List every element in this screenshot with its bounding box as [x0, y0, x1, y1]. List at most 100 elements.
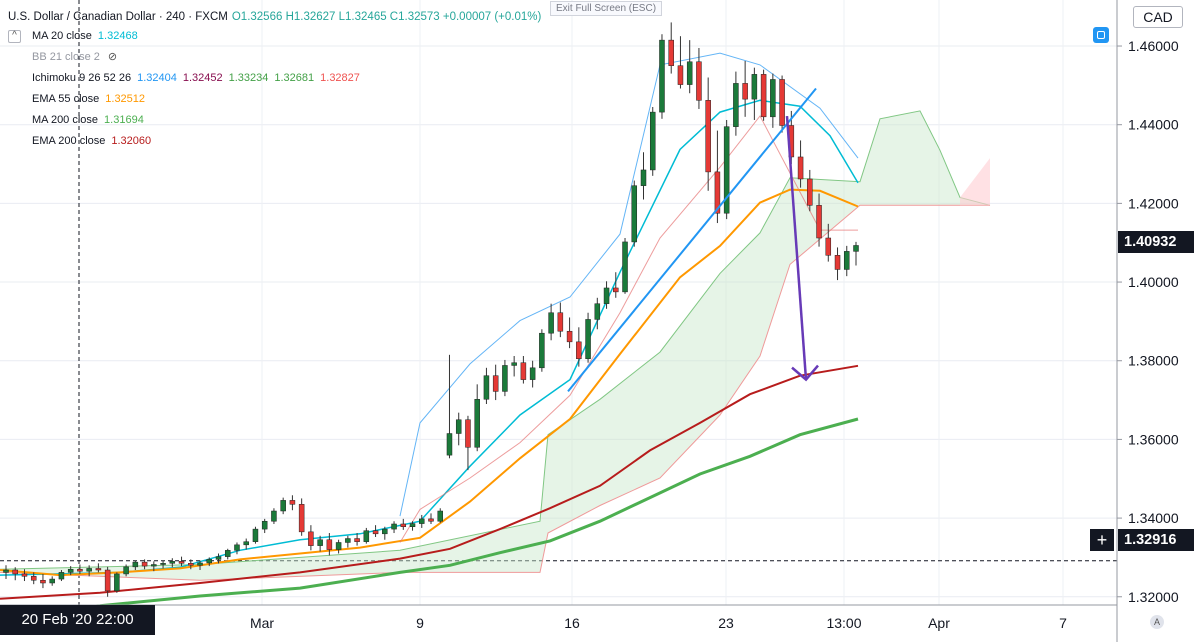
cloud-fill-bear: [960, 158, 990, 206]
candle-body: [252, 528, 259, 542]
auto-scale-icon[interactable]: A: [1150, 615, 1164, 629]
time-tick-label: Mar: [250, 615, 274, 631]
candle-body: [631, 185, 638, 243]
crosshair-price-label: 1.32916: [1118, 529, 1194, 551]
candle-body: [557, 312, 564, 332]
target-arrow: [785, 115, 808, 380]
candle-body: [428, 518, 434, 522]
currency-label[interactable]: CAD: [1133, 6, 1183, 28]
candle-body: [104, 569, 111, 592]
indicator-name: BB 21 close 2: [32, 51, 100, 63]
indicator-value: 1.32827: [320, 72, 360, 84]
crosshair-plus-icon[interactable]: +: [1090, 529, 1114, 551]
candles: [3, 22, 859, 597]
candle-body: [3, 569, 9, 573]
candle-body: [760, 74, 767, 118]
candle-body: [770, 79, 776, 118]
candle-body: [622, 241, 628, 293]
candle-body: [529, 367, 536, 380]
candle-body: [363, 530, 370, 542]
indicator-name: MA 200 close: [32, 114, 99, 126]
candle-body: [686, 61, 693, 85]
time-tick-label: 13:00: [826, 615, 861, 631]
candle-body: [714, 171, 721, 214]
candle-body: [197, 562, 203, 566]
indicator-name: MA 20 close: [32, 30, 92, 42]
legend-indicator-row[interactable]: BB 21 close 2 ⊘: [8, 47, 541, 68]
price-tick-label: 1.44000: [1128, 117, 1179, 133]
candle-body: [345, 538, 351, 543]
last-price-label: 1.40932: [1118, 231, 1194, 253]
time-tick-label: 23: [718, 615, 734, 631]
candle-body: [446, 433, 453, 456]
candle-body: [548, 312, 554, 334]
candle-body: [206, 559, 213, 564]
price-tick-label: 1.34000: [1128, 510, 1179, 526]
time-axis[interactable]: Mar 9 16 23 13:00 Apr 7: [250, 615, 1067, 631]
candle-body: [132, 561, 139, 568]
candle-body: [779, 79, 785, 126]
candle-body: [114, 573, 120, 592]
line-ema-55-close: [0, 188, 859, 577]
candle-body: [409, 523, 416, 527]
price-tick-label: 1.36000: [1128, 431, 1179, 447]
candle-body: [224, 550, 231, 557]
candle-body: [603, 287, 610, 304]
indicator-value: 1.32512: [105, 93, 146, 105]
symbol-title: U.S. Dollar / Canadian Dollar · 240 · FX…: [8, 11, 228, 23]
candle-body: [733, 83, 739, 127]
candle-body: [58, 572, 65, 580]
target-arrow-head: [791, 364, 819, 382]
indicator-value: 1.32468: [97, 30, 138, 42]
candle-body: [215, 556, 222, 560]
candle-body: [160, 563, 166, 565]
trendline: [567, 87, 817, 393]
chart-grid: [0, 0, 1117, 605]
candle-body: [151, 564, 157, 567]
candle-body: [668, 39, 674, 66]
candle-body: [492, 375, 499, 392]
candle-body: [659, 39, 665, 113]
time-tick-label: 16: [564, 615, 580, 631]
senkou-span-a: [0, 110, 991, 570]
candle-body: [49, 578, 55, 584]
collapse-legend-button[interactable]: ^: [8, 30, 21, 43]
candle-body: [400, 523, 407, 527]
candle-body: [455, 419, 462, 434]
candle-body: [382, 528, 388, 535]
candle-body: [280, 500, 286, 512]
legend-indicator-row[interactable]: EMA 55 close 1.32512: [8, 89, 541, 110]
drawings[interactable]: [567, 87, 819, 393]
legend-indicator-row[interactable]: MA 20 close 1.32468: [8, 26, 541, 47]
candle-body: [169, 561, 176, 564]
candle-body: [30, 576, 37, 581]
candle-body: [317, 539, 323, 546]
candle-body: [576, 341, 582, 360]
candle-body: [649, 111, 656, 171]
candle-body: [372, 530, 379, 535]
candle-body: [511, 362, 517, 366]
candle-body: [613, 287, 619, 293]
legend-indicator-row[interactable]: MA 200 close 1.31694: [8, 110, 541, 131]
legend-indicator-row[interactable]: Ichimoku 9 26 52 26 1.32404 1.32452 1.33234…: [8, 68, 541, 89]
candle-body: [298, 504, 305, 533]
candle-body: [12, 569, 18, 575]
legend-indicator-row[interactable]: EMA 200 close 1.32060: [8, 131, 541, 152]
hidden-eye-icon[interactable]: ⊘: [107, 51, 118, 63]
candle-body: [77, 568, 83, 572]
candle-body: [21, 573, 28, 577]
exit-fullscreen-tooltip[interactable]: Exit Full Screen (ESC): [550, 1, 663, 16]
candle-body: [141, 561, 148, 567]
candle-body: [723, 126, 730, 214]
candle-body: [95, 568, 102, 571]
price-tick-label: 1.38000: [1128, 353, 1179, 369]
time-tick-label: 7: [1059, 615, 1067, 631]
indicator-value: 1.31694: [104, 114, 144, 126]
screenshot-icon[interactable]: [1093, 27, 1109, 43]
candle-body: [751, 74, 758, 100]
candle-body: [261, 520, 268, 530]
candle-body: [123, 566, 129, 575]
indicator-value: 1.32452: [182, 72, 223, 84]
